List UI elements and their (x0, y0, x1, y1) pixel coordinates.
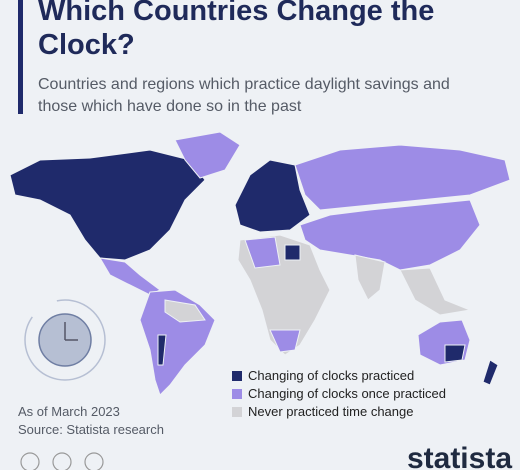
southeast-asia (399, 267, 472, 316)
legend-label: Never practiced time change (248, 404, 414, 419)
greenland (174, 131, 241, 179)
license-icons (20, 452, 104, 470)
russia (294, 144, 511, 211)
middle-east-asia (299, 199, 481, 271)
chile-paraguay (157, 334, 167, 366)
south-asia (354, 254, 386, 301)
world-map (9, 131, 511, 396)
north-america (9, 149, 206, 261)
egypt (284, 244, 301, 261)
legend-label: Changing of clocks practiced (248, 368, 415, 383)
southern-africa (269, 329, 301, 353)
new-zealand (482, 359, 499, 386)
source-note: Source: Statista research (18, 422, 164, 437)
legend-swatch (232, 389, 242, 399)
central-america (99, 257, 161, 296)
australia-southeast (444, 344, 466, 363)
accent-bar (18, 0, 23, 114)
legend-swatch (232, 407, 242, 417)
legend (232, 371, 242, 417)
subtitle: Countries and regions which practice day… (38, 76, 450, 115)
legend-label: Changing of clocks once practiced (248, 386, 447, 401)
clock-icon (24, 299, 106, 381)
brand-logo: statista (406, 442, 512, 470)
brazil-north (164, 299, 206, 323)
legend-swatch (232, 371, 242, 381)
title: Which Countries Change the Clock? (38, 0, 435, 61)
date-note: As of March 2023 (18, 404, 120, 419)
europe (234, 159, 311, 233)
north-africa (244, 236, 281, 269)
